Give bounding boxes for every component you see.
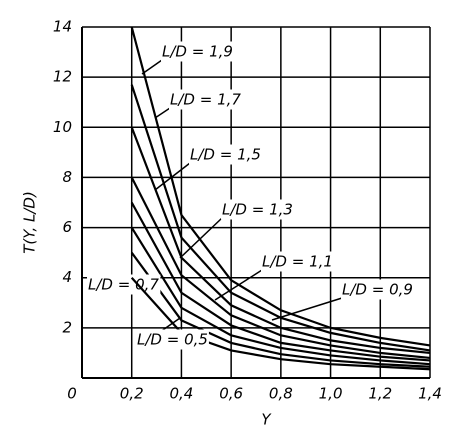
x-tick-label: 0,4	[169, 385, 193, 403]
leader-line	[271, 297, 343, 321]
leader-line	[141, 59, 163, 75]
leader-line	[154, 162, 191, 191]
y-axis-label: T(Y, L/D)	[21, 191, 39, 254]
curve	[130, 251, 431, 368]
label-bg	[136, 329, 209, 350]
curve	[130, 176, 431, 360]
x-tick-label: 0	[67, 385, 77, 403]
curve-label: L/D = 1,5	[190, 146, 261, 164]
curve-label: L/D = 1,1	[262, 253, 333, 271]
label-bg	[261, 251, 334, 272]
y-tick-label: 4	[62, 268, 72, 286]
x-tick-label: 1,4	[418, 385, 442, 403]
x-tick-label: 1,0	[319, 385, 343, 403]
leader-line	[154, 107, 171, 119]
y-tick-label: 6	[62, 218, 72, 236]
y-tick-label: 10	[53, 118, 72, 136]
curve-label: L/D = 0,9	[342, 281, 413, 299]
x-axis-label: Y	[261, 411, 272, 429]
x-tick-label: 0,8	[269, 385, 293, 403]
y-tick-label: 14	[53, 18, 72, 36]
label-bg	[169, 89, 243, 110]
label-bg	[341, 279, 414, 300]
curve-label: L/D = 1,3	[222, 201, 293, 219]
curve-label: L/D = 1,9	[162, 43, 233, 61]
curve	[130, 226, 431, 366]
leader-line	[214, 269, 263, 301]
label-bg	[161, 41, 234, 62]
y-tick-label: 8	[62, 168, 72, 186]
curve-label: L/D = 0,5	[137, 331, 208, 349]
y-tick-label: 12	[53, 68, 72, 86]
curve	[130, 26, 431, 347]
curve-label: L/D = 1,7	[170, 91, 241, 109]
x-tick-label: 0,6	[219, 385, 243, 403]
x-tick-label: 0,2	[120, 385, 144, 403]
y-tick-label: 2	[62, 318, 72, 336]
curve	[130, 201, 431, 362]
label-bg	[221, 199, 294, 220]
curve-label: L/D = 0,7	[88, 276, 159, 294]
label-bg	[189, 144, 262, 165]
leader-line	[179, 217, 223, 259]
x-tick-label: 1,2	[368, 385, 392, 403]
